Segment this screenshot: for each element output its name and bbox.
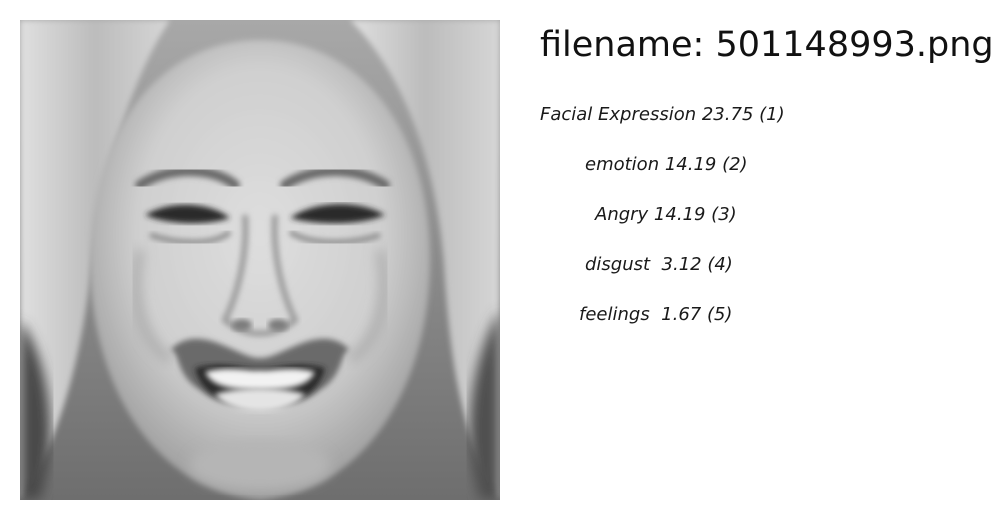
label-angry: Angry 14.19 (3) (595, 204, 737, 225)
filename-prefix: filename: (540, 25, 716, 65)
label-facial-expression: Facial Expression 23.75 (1) (540, 104, 785, 125)
label-feelings: feelings 1.67 (5) (579, 304, 733, 325)
filename-value: 501148993.png (715, 25, 994, 65)
filename-line: filename: 501148993.png (540, 22, 994, 68)
face-photo (20, 20, 500, 500)
label-emotion: emotion 14.19 (2) (585, 154, 748, 175)
label-disgust: disgust 3.12 (4) (585, 254, 733, 275)
face-illustration (20, 20, 500, 500)
